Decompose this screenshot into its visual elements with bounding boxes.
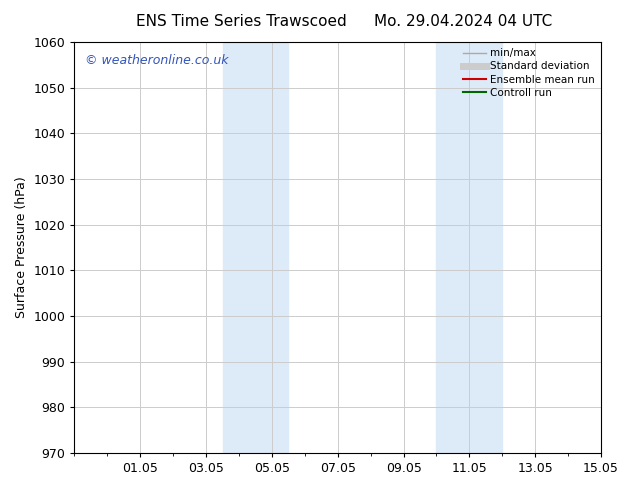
Y-axis label: Surface Pressure (hPa): Surface Pressure (hPa) xyxy=(15,176,28,318)
Text: © weatheronline.co.uk: © weatheronline.co.uk xyxy=(85,54,228,68)
Legend: min/max, Standard deviation, Ensemble mean run, Controll run: min/max, Standard deviation, Ensemble me… xyxy=(459,44,599,102)
Bar xyxy=(436,42,502,453)
Bar xyxy=(223,42,288,453)
Text: ENS Time Series Trawscoed: ENS Time Series Trawscoed xyxy=(136,14,346,29)
Text: Mo. 29.04.2024 04 UTC: Mo. 29.04.2024 04 UTC xyxy=(373,14,552,29)
